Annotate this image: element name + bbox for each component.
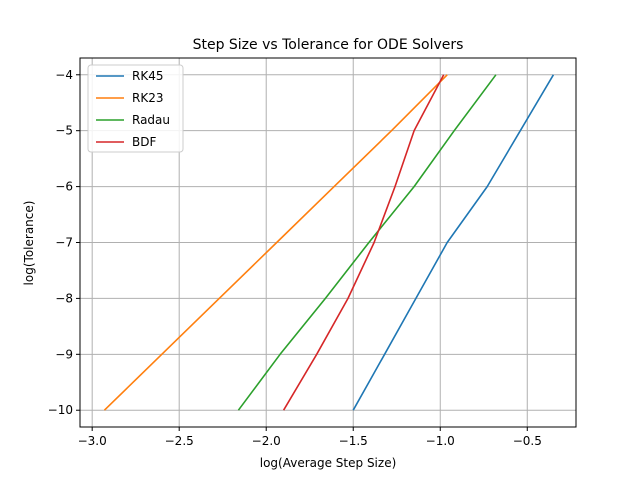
series-lines xyxy=(103,74,555,411)
legend-box xyxy=(87,64,184,153)
chart-title: Step Size vs Tolerance for ODE Solvers xyxy=(193,37,464,53)
series-line-radau xyxy=(237,74,497,411)
legend-label-rk45: RK45 xyxy=(132,69,163,83)
series-line-rk23 xyxy=(103,74,448,411)
y-tick-label: −8 xyxy=(55,291,73,305)
x-tick-label: −3.0 xyxy=(78,434,107,448)
y-tick-label: −7 xyxy=(55,236,73,250)
series-line-bdf xyxy=(282,74,445,411)
legend: RK45 RK23 Radau BDF xyxy=(87,64,184,153)
legend-label-rk23: RK23 xyxy=(132,91,163,105)
y-tick-label: −10 xyxy=(48,403,73,417)
series-line-rk45 xyxy=(352,74,555,411)
x-axis-label: log(Average Step Size) xyxy=(260,456,397,470)
y-axis-ticks: −10 −9 −8 −7 −6 −5 −4 xyxy=(48,68,80,417)
y-tick-label: −5 xyxy=(55,124,73,138)
x-tick-label: −2.5 xyxy=(165,434,194,448)
legend-label-bdf: BDF xyxy=(132,135,156,149)
x-tick-label: −0.5 xyxy=(513,434,542,448)
x-axis-ticks: −3.0 −2.5 −2.0 −1.5 −1.0 −0.5 xyxy=(78,427,542,448)
x-tick-label: −2.0 xyxy=(252,434,281,448)
y-tick-label: −9 xyxy=(55,347,73,361)
y-tick-label: −4 xyxy=(55,68,73,82)
legend-label-radau: Radau xyxy=(132,113,170,127)
y-axis-label: log(Tolerance) xyxy=(22,201,36,286)
x-tick-label: −1.0 xyxy=(426,434,455,448)
x-tick-label: −1.5 xyxy=(339,434,368,448)
y-tick-label: −6 xyxy=(55,180,73,194)
